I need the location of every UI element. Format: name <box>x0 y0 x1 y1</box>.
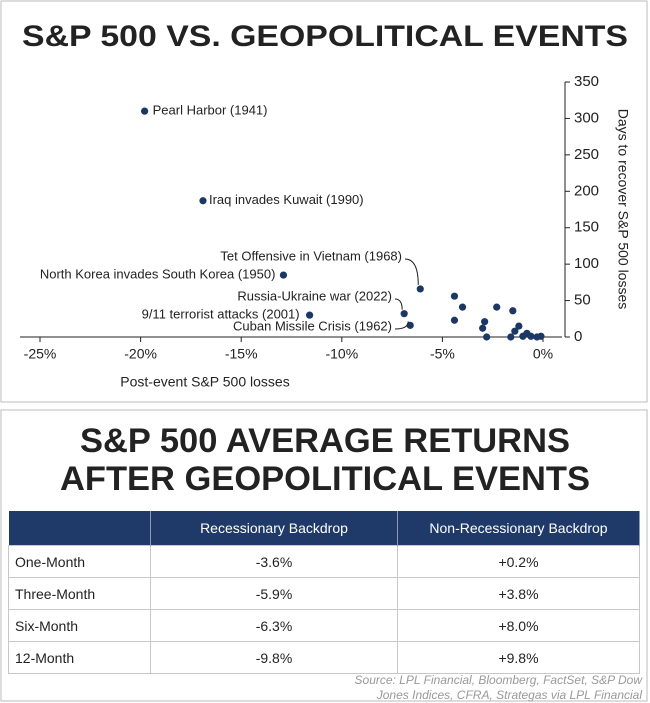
data-point <box>527 332 535 340</box>
data-point <box>509 307 517 315</box>
y-tick-label: 150 <box>574 219 599 236</box>
y-tick-label: 350 <box>574 73 599 90</box>
x-tick-label: -5% <box>430 346 455 362</box>
table-cell: +3.8% <box>397 577 640 610</box>
returns-table: Recessionary Backdrop Non-Recessionary B… <box>8 511 640 674</box>
x-tick-label: -10% <box>325 346 358 362</box>
data-point <box>279 271 288 279</box>
point-label: Russia-Ukraine war (2022) <box>237 288 392 303</box>
table-cell: One-Month <box>8 545 151 578</box>
x-tick-label: -25% <box>24 346 57 362</box>
point-label: Iraq invades Kuwait (1990) <box>209 192 364 207</box>
point-label: Pearl Harbor (1941) <box>153 103 268 118</box>
header-cell: Recessionary Backdrop <box>150 511 398 546</box>
table-cell: -9.8% <box>150 641 398 674</box>
table-frame <box>0 409 648 702</box>
table-cell: Six-Month <box>8 609 151 642</box>
chart-title: S&P 500 VS. GEOPOLITICAL EVENTS <box>22 20 628 53</box>
data-point <box>450 292 459 300</box>
data-point <box>306 311 314 319</box>
source-note: Jones Indices, CFRA, Strategas via LPL F… <box>376 688 642 702</box>
point-label: Cuban Missile Crisis (1962) <box>233 318 392 333</box>
table-cell: -6.3% <box>150 609 398 642</box>
chart-frame <box>0 0 648 403</box>
data-point <box>479 324 487 332</box>
table-cell: 12-Month <box>8 641 151 674</box>
data-point <box>199 197 207 205</box>
table-row: 12-Month -9.8% +9.8% <box>8 641 640 674</box>
table-row: Three-Month -5.9% +3.8% <box>8 577 640 610</box>
table-cell: -3.6% <box>150 545 398 578</box>
y-axis-title: Days to recover S&P 500 losses <box>615 109 631 310</box>
leader-line <box>404 258 419 285</box>
source-note: Source: LPL Financial, Bloomberg, FactSe… <box>354 673 642 687</box>
data-point <box>400 310 408 318</box>
point-label: 9/11 terrorist attacks (2001) <box>142 307 300 322</box>
data-point <box>483 333 491 341</box>
header-cell: Non-Recessionary Backdrop <box>397 511 640 546</box>
data-point <box>141 107 149 115</box>
leader-line <box>394 298 403 310</box>
data-point <box>533 333 541 341</box>
y-tick-label: 200 <box>574 182 599 199</box>
table-cell: +9.8% <box>397 641 640 674</box>
data-point <box>481 318 489 326</box>
table-cell: -5.9% <box>150 577 398 610</box>
y-tick-label: 50 <box>574 292 591 309</box>
data-point <box>458 303 467 311</box>
data-point <box>507 333 515 341</box>
table-title: AFTER GEOPOLITICAL EVENTS <box>60 460 590 498</box>
y-tick-label: 250 <box>574 146 599 163</box>
y-tick-label: 300 <box>574 109 599 126</box>
x-tick-label: 0% <box>533 346 553 362</box>
data-point <box>515 322 523 330</box>
table-cell: +0.2% <box>397 545 640 578</box>
point-label: Tet Offensive in Vietnam (1968) <box>220 248 402 263</box>
point-label: North Korea invades South Korea (1950) <box>40 267 276 282</box>
header-cell <box>8 511 151 546</box>
table-cell: +8.0% <box>397 609 640 642</box>
data-point <box>416 285 424 293</box>
table-title: S&P 500 AVERAGE RETURNS <box>80 422 570 460</box>
data-point <box>519 332 527 340</box>
table-row: Six-Month -6.3% +8.0% <box>8 609 640 642</box>
x-tick-label: -15% <box>225 346 258 362</box>
x-axis-title: Post-event S&P 500 losses <box>120 374 289 390</box>
table-row: One-Month -3.6% +0.2% <box>8 545 640 578</box>
leader-line <box>394 321 409 330</box>
y-tick-label: 100 <box>574 255 599 272</box>
data-point <box>493 303 501 311</box>
table-header: Recessionary Backdrop Non-Recessionary B… <box>8 511 640 546</box>
data-point <box>511 327 519 335</box>
table-cell: Three-Month <box>8 577 151 610</box>
y-tick-label: 0 <box>574 328 582 345</box>
x-tick-label: -20% <box>124 346 157 362</box>
data-point <box>450 316 459 324</box>
